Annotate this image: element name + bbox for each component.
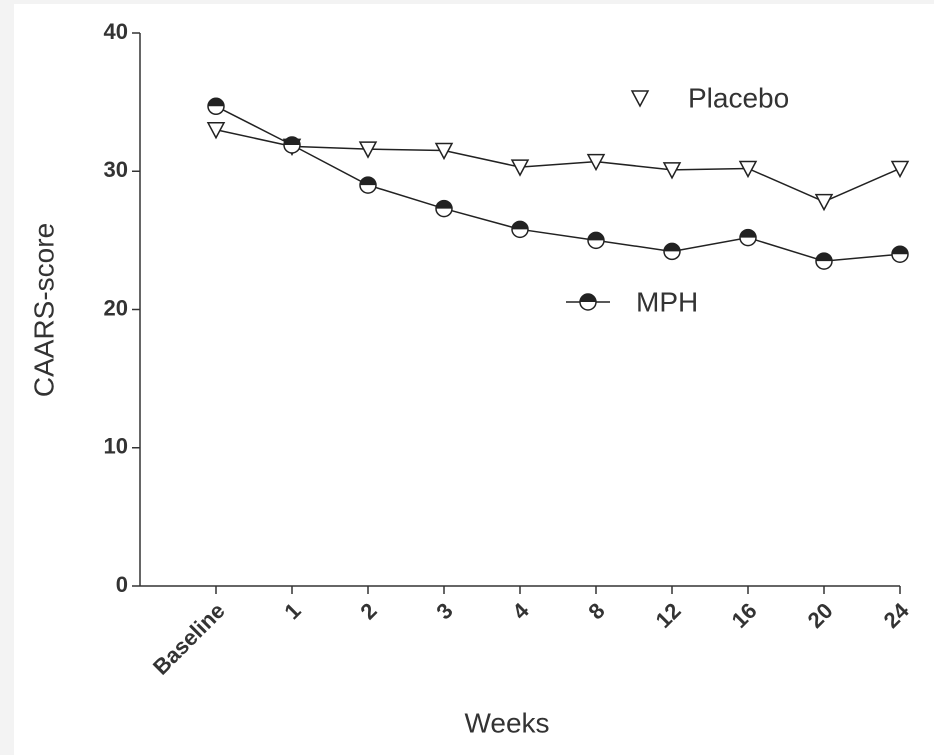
legend-label: MPH bbox=[636, 286, 698, 317]
point bbox=[586, 153, 606, 172]
panel bbox=[14, 4, 934, 755]
point bbox=[739, 228, 757, 247]
marker-fill bbox=[512, 221, 528, 230]
y-tick-label: 10 bbox=[104, 434, 128, 459]
marker-shape bbox=[890, 160, 910, 179]
marker-fill bbox=[740, 229, 756, 238]
point bbox=[587, 231, 605, 250]
x-axis-label: Weeks bbox=[464, 707, 549, 738]
marker-shape bbox=[358, 141, 378, 159]
series-line bbox=[215, 129, 901, 203]
y-tick-label: 0 bbox=[116, 572, 128, 597]
marker-fill bbox=[892, 246, 908, 255]
point bbox=[510, 159, 530, 177]
marker-fill bbox=[436, 200, 452, 209]
y-axis-label: CAARS-score bbox=[28, 223, 59, 397]
point bbox=[511, 220, 529, 239]
marker-shape bbox=[814, 193, 834, 212]
marker-shape bbox=[738, 160, 758, 179]
y-tick-label: 30 bbox=[104, 157, 128, 182]
point bbox=[815, 252, 833, 270]
marker-fill bbox=[360, 177, 376, 186]
point bbox=[630, 90, 650, 108]
point bbox=[206, 122, 226, 140]
marker-fill bbox=[588, 232, 604, 241]
marker-fill bbox=[208, 98, 224, 107]
point bbox=[207, 97, 225, 116]
y-tick-label: 20 bbox=[104, 295, 128, 320]
series-line bbox=[215, 105, 901, 262]
point bbox=[891, 245, 909, 263]
point bbox=[359, 176, 377, 194]
point bbox=[814, 193, 834, 212]
marker-shape bbox=[510, 159, 530, 177]
y-tick-label: 40 bbox=[104, 19, 128, 44]
marker-shape bbox=[630, 90, 650, 108]
point bbox=[662, 162, 682, 180]
point bbox=[663, 242, 681, 261]
marker-fill bbox=[816, 253, 832, 262]
legend-label: Placebo bbox=[688, 82, 789, 113]
point bbox=[283, 136, 301, 154]
marker-shape bbox=[206, 122, 226, 140]
point bbox=[579, 293, 597, 311]
marker-shape bbox=[586, 153, 606, 172]
marker-fill bbox=[284, 136, 300, 145]
marker-fill bbox=[580, 294, 596, 302]
marker-shape bbox=[662, 162, 682, 180]
point bbox=[890, 160, 910, 179]
point bbox=[358, 141, 378, 159]
point bbox=[738, 160, 758, 179]
marker-shape bbox=[434, 142, 454, 161]
point bbox=[435, 199, 453, 218]
point bbox=[434, 142, 454, 161]
marker-fill bbox=[664, 243, 680, 252]
